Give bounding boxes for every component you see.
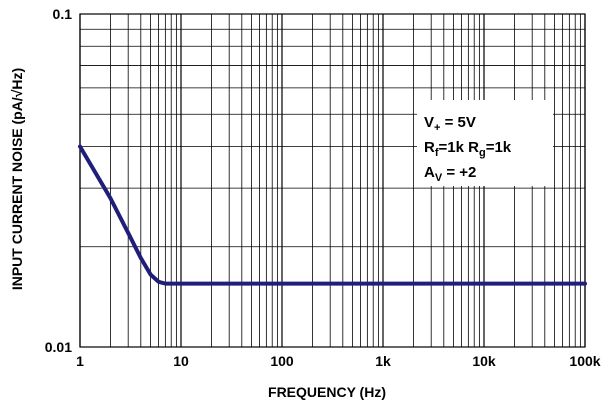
noise-series-line — [78, 144, 587, 286]
x-tick-label: 10 — [173, 353, 189, 369]
y-tick-label: 0.01 — [45, 339, 72, 355]
annotation-box: V+ = 5V Rf=1k Rg=1k AV = +2 — [417, 100, 553, 186]
minor-gridlines — [80, 14, 585, 347]
y-tick-label: 0.1 — [53, 6, 73, 22]
y-axis-title: INPUT CURRENT NOISE (pA/√Hz) — [9, 68, 25, 290]
x-tick-label: 100 — [270, 353, 294, 369]
plot-frame — [79, 13, 586, 348]
x-tick-label: 10k — [472, 353, 496, 369]
series-layer — [78, 144, 587, 286]
annotation-resistors: Rf=1k Rg=1k — [424, 139, 512, 159]
annotation-background — [417, 100, 553, 186]
x-axis-title: FREQUENCY (Hz) — [268, 384, 386, 400]
y-tick-labels: 0.01 0.1 — [45, 6, 72, 355]
annotation-supply-voltage: V+ = 5V — [424, 114, 476, 134]
x-tick-label: 100k — [569, 353, 600, 369]
x-tick-labels: 1 10 100 1k 10k 100k — [76, 353, 601, 369]
x-tick-label: 1k — [375, 353, 391, 369]
x-tick-label: 1 — [76, 353, 84, 369]
annotation-gain: AV = +2 — [424, 164, 476, 184]
